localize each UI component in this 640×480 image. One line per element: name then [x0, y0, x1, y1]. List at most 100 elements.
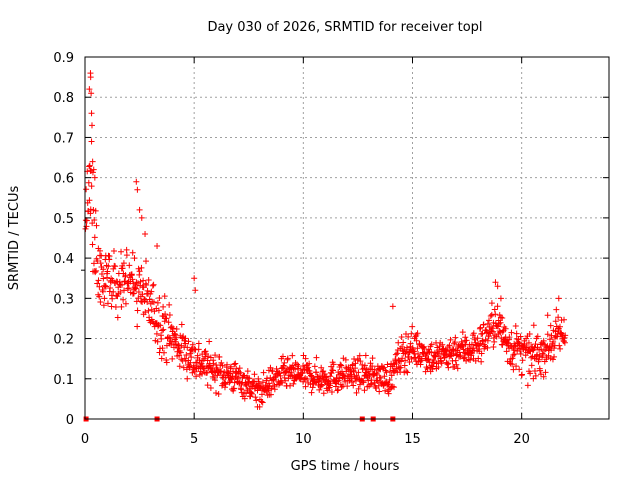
data-point [176, 363, 183, 370]
data-point [446, 342, 453, 349]
data-point [478, 350, 485, 357]
data-point [150, 299, 157, 306]
data-point [330, 367, 337, 374]
data-point [515, 336, 522, 343]
data-point [490, 344, 497, 351]
data-point [125, 285, 132, 292]
data-point [484, 344, 491, 351]
data-point [459, 342, 466, 349]
data-point [104, 268, 111, 275]
data-point [487, 313, 494, 320]
data-point [361, 387, 368, 394]
data-point [478, 358, 485, 365]
data-point [183, 352, 190, 359]
data-point [554, 333, 561, 340]
data-point [248, 389, 255, 396]
data-point [429, 366, 436, 373]
y-tick-label: 0.7 [53, 131, 74, 146]
data-point [502, 325, 509, 332]
data-point [503, 348, 510, 355]
data-point [495, 323, 502, 330]
data-point [210, 360, 217, 367]
data-point [445, 364, 452, 371]
data-point [154, 338, 161, 345]
data-point [145, 276, 152, 283]
data-point [334, 387, 341, 394]
data-point [110, 288, 117, 295]
data-point [100, 275, 107, 282]
data-point-outlier [492, 279, 499, 286]
data-point-outlier [88, 122, 95, 129]
data-point [153, 330, 160, 337]
data-point [342, 378, 349, 385]
data-point [510, 366, 517, 373]
data-point [120, 296, 127, 303]
data-point [92, 207, 99, 214]
data-point [163, 359, 170, 366]
data-point [405, 333, 412, 340]
data-point [414, 345, 421, 352]
data-point [265, 386, 272, 393]
data-point [526, 331, 533, 338]
data-point [350, 368, 357, 375]
data-point [391, 384, 398, 391]
data-point [423, 353, 430, 360]
data-point [90, 260, 97, 267]
data-point [395, 357, 402, 364]
data-point [232, 360, 239, 367]
data-point [414, 330, 421, 337]
data-point [452, 357, 459, 364]
data-point [121, 287, 128, 294]
data-point [380, 364, 387, 371]
data-point [408, 355, 415, 362]
data-point [338, 383, 345, 390]
data-point [173, 326, 180, 333]
data-point [185, 338, 192, 345]
data-point [494, 303, 501, 310]
data-point [117, 289, 124, 296]
data-point [453, 361, 460, 368]
data-point [226, 379, 233, 386]
data-point [94, 280, 101, 287]
data-point [409, 323, 416, 330]
data-point [421, 345, 428, 352]
data-point [470, 330, 477, 337]
data-point [105, 263, 112, 270]
data-point [170, 344, 177, 351]
data-point [425, 349, 432, 356]
data-point [313, 354, 320, 361]
data-point [253, 397, 260, 404]
data-point [190, 362, 197, 369]
data-point [327, 373, 334, 380]
data-point [308, 372, 315, 379]
data-point [289, 352, 296, 359]
data-point [218, 359, 225, 366]
data-point [527, 370, 534, 377]
data-point [258, 391, 265, 398]
data-point [92, 269, 99, 276]
data-point-outlier [89, 158, 96, 165]
data-point [561, 339, 568, 346]
data-point [444, 361, 451, 368]
data-point [93, 267, 100, 274]
y-tick-label: 0.4 [53, 252, 74, 267]
x-tick-label: 10 [295, 432, 312, 447]
data-point [376, 388, 383, 395]
data-point-outlier [497, 295, 504, 302]
data-point [135, 265, 142, 272]
data-point-outlier [136, 206, 143, 213]
data-point [404, 369, 411, 376]
data-point [95, 277, 102, 284]
data-point [361, 362, 368, 369]
data-point [385, 381, 392, 388]
grid-lines [85, 57, 609, 419]
data-point [134, 323, 141, 330]
data-point [299, 363, 306, 370]
data-point [184, 344, 191, 351]
data-point [224, 361, 231, 368]
data-point [94, 257, 101, 264]
data-point [159, 345, 166, 352]
data-point [524, 382, 531, 389]
data-point [184, 375, 191, 382]
data-point [382, 387, 389, 394]
